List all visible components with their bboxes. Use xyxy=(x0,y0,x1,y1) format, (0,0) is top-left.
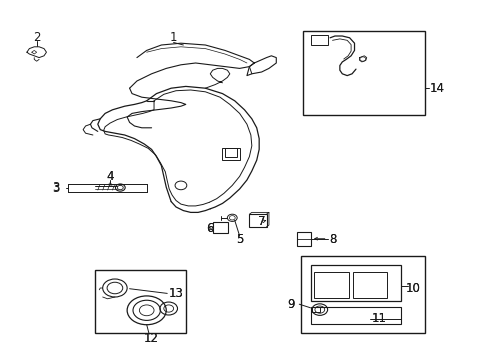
Bar xyxy=(311,307,319,312)
Text: 3: 3 xyxy=(52,183,60,195)
Bar xyxy=(95,270,185,333)
Text: 10: 10 xyxy=(405,282,420,294)
Text: 14: 14 xyxy=(429,82,444,95)
Text: 2: 2 xyxy=(33,31,41,44)
Bar xyxy=(222,148,239,160)
Text: 9: 9 xyxy=(286,298,294,311)
Bar xyxy=(310,307,400,324)
Text: 11: 11 xyxy=(371,312,386,325)
Text: 6: 6 xyxy=(206,222,214,235)
Text: 8: 8 xyxy=(328,233,336,246)
Text: 11: 11 xyxy=(371,312,386,325)
Bar xyxy=(314,272,348,298)
Text: 1: 1 xyxy=(169,31,177,44)
Text: 14: 14 xyxy=(429,82,444,95)
Bar xyxy=(352,272,386,298)
Bar xyxy=(224,148,237,157)
Text: 5: 5 xyxy=(235,233,243,246)
Text: 3: 3 xyxy=(52,181,60,194)
Text: 13: 13 xyxy=(168,287,183,300)
Text: 13: 13 xyxy=(168,287,183,300)
Bar xyxy=(300,256,425,333)
Text: 12: 12 xyxy=(144,332,159,345)
Text: 6: 6 xyxy=(206,222,214,235)
Text: 9: 9 xyxy=(286,298,294,311)
Text: 7: 7 xyxy=(257,215,265,228)
Text: 12: 12 xyxy=(144,332,159,345)
Text: 4: 4 xyxy=(106,170,114,183)
Text: 5: 5 xyxy=(235,233,243,246)
Bar xyxy=(310,265,400,301)
Text: 4: 4 xyxy=(106,170,114,183)
Bar xyxy=(310,35,327,45)
Bar xyxy=(297,232,310,246)
Bar xyxy=(212,222,228,233)
Bar xyxy=(249,214,266,227)
Text: 7: 7 xyxy=(257,215,265,228)
Text: 8: 8 xyxy=(328,233,336,246)
Text: 10: 10 xyxy=(405,282,420,294)
Bar xyxy=(303,31,425,115)
